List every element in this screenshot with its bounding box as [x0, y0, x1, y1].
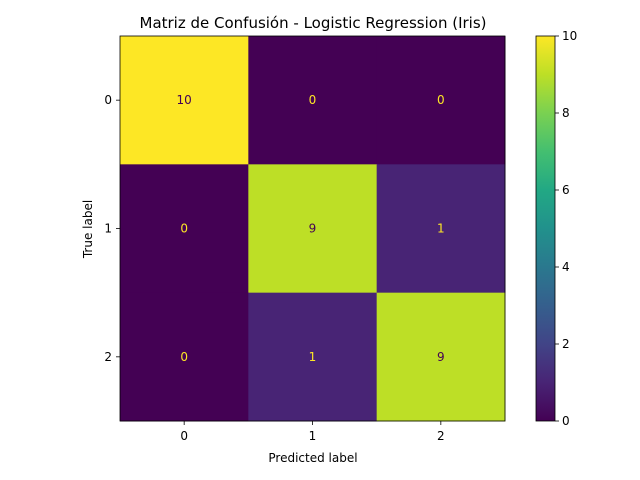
heatmap-cells	[120, 36, 506, 422]
y-axis-ticks: 0 1 2	[104, 93, 120, 364]
x-tick-label: 0	[180, 429, 188, 443]
cell-value-label: 0	[309, 93, 317, 107]
cell-value-label: 10	[177, 93, 192, 107]
x-axis-ticks: 0 1 2	[180, 421, 445, 443]
x-tick-label: 1	[309, 429, 317, 443]
y-tick-label: 2	[104, 350, 112, 364]
heatmap-cell	[376, 292, 506, 422]
cell-value-label: 0	[180, 222, 188, 236]
y-axis-label: True label	[81, 200, 95, 259]
heatmap-cell	[376, 36, 506, 165]
colorbar-tick-label: 8	[562, 106, 570, 120]
colorbar-tick-label: 10	[562, 29, 577, 43]
chart-title: Matriz de Confusión - Logistic Regressio…	[140, 14, 487, 32]
cell-value-labels: 10 0 00 9 10 1 9	[177, 93, 445, 364]
colorbar-tick-label: 2	[562, 337, 570, 351]
colorbar-ticks: 0 2 4 6 8 10	[555, 29, 577, 428]
y-tick-label: 1	[104, 222, 112, 236]
heatmap-cell	[248, 292, 378, 422]
x-tick-label: 2	[437, 429, 445, 443]
heatmap-cell	[376, 164, 506, 294]
colorbar-tick-label: 4	[562, 260, 570, 274]
cell-value-label: 9	[309, 222, 317, 236]
heatmap-cell	[248, 164, 378, 294]
heatmap-cell	[120, 292, 249, 422]
colorbar	[535, 35, 556, 422]
x-axis-label: Predicted label	[268, 451, 357, 465]
cell-value-label: 9	[437, 350, 445, 364]
cell-value-label: 1	[309, 350, 317, 364]
heatmap-cell	[248, 36, 378, 165]
colorbar-tick-label: 0	[562, 414, 570, 428]
cell-value-label: 1	[437, 222, 445, 236]
y-tick-label: 0	[104, 93, 112, 107]
cell-value-label: 0	[180, 350, 188, 364]
cell-value-label: 0	[437, 93, 445, 107]
colorbar-tick-label: 6	[562, 183, 570, 197]
heatmap-cell	[120, 164, 249, 294]
heatmap-cell	[120, 36, 249, 165]
